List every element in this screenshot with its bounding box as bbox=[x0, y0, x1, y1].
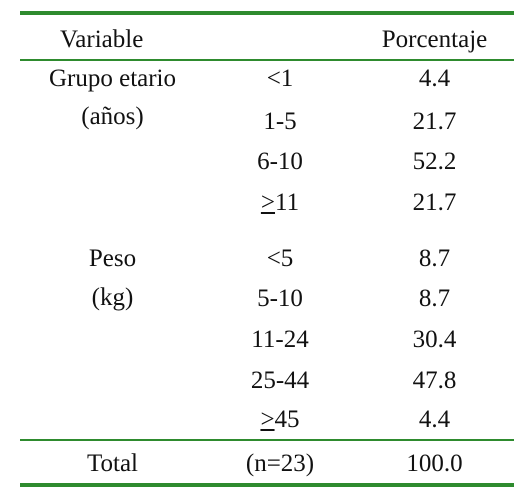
range-cell: 1-5 bbox=[263, 108, 297, 135]
bottom-rule bbox=[20, 483, 514, 487]
group-unit-weight: (kg) bbox=[91, 284, 134, 311]
range-cell: >45 bbox=[205, 405, 355, 435]
percentage-cell: 47.8 bbox=[412, 367, 457, 394]
percentage-cell: 21.7 bbox=[412, 108, 457, 135]
header-rule bbox=[20, 59, 514, 61]
group-label-age: Grupo etario bbox=[48, 65, 177, 92]
gte-symbol: > bbox=[260, 406, 275, 433]
percentage-cell: 21.7 bbox=[412, 189, 457, 216]
percentage-cell: 4.4 bbox=[418, 406, 451, 433]
range-cell: <5 bbox=[266, 245, 294, 272]
group-label-weight: Peso bbox=[88, 245, 137, 272]
percentage-cell: 4.4 bbox=[418, 65, 451, 92]
top-rule bbox=[20, 11, 514, 15]
percentage-cell: 52.2 bbox=[412, 148, 457, 175]
total-label: Total bbox=[86, 450, 138, 477]
range-cell: 6-10 bbox=[257, 148, 303, 175]
range-cell: 11-24 bbox=[251, 326, 309, 353]
total-value: 100.0 bbox=[406, 450, 463, 477]
header-percentage: Porcentaje bbox=[381, 26, 488, 53]
header-variable: Variable bbox=[60, 26, 144, 53]
range-cell: 5-10 bbox=[257, 285, 303, 312]
percentage-cell: 8.7 bbox=[418, 245, 451, 272]
range-cell: 25-44 bbox=[250, 367, 310, 394]
gte-symbol: > bbox=[260, 189, 276, 216]
total-n: (n=23) bbox=[245, 450, 315, 477]
group-unit-age: (años) bbox=[81, 103, 144, 130]
range-value: 11 bbox=[275, 189, 300, 216]
percentage-cell: 30.4 bbox=[412, 326, 457, 353]
range-value: 45 bbox=[274, 406, 300, 433]
range-cell: >11 bbox=[205, 188, 355, 218]
range-cell: <1 bbox=[266, 65, 294, 92]
total-rule bbox=[20, 439, 514, 441]
percentage-cell: 8.7 bbox=[418, 285, 451, 312]
